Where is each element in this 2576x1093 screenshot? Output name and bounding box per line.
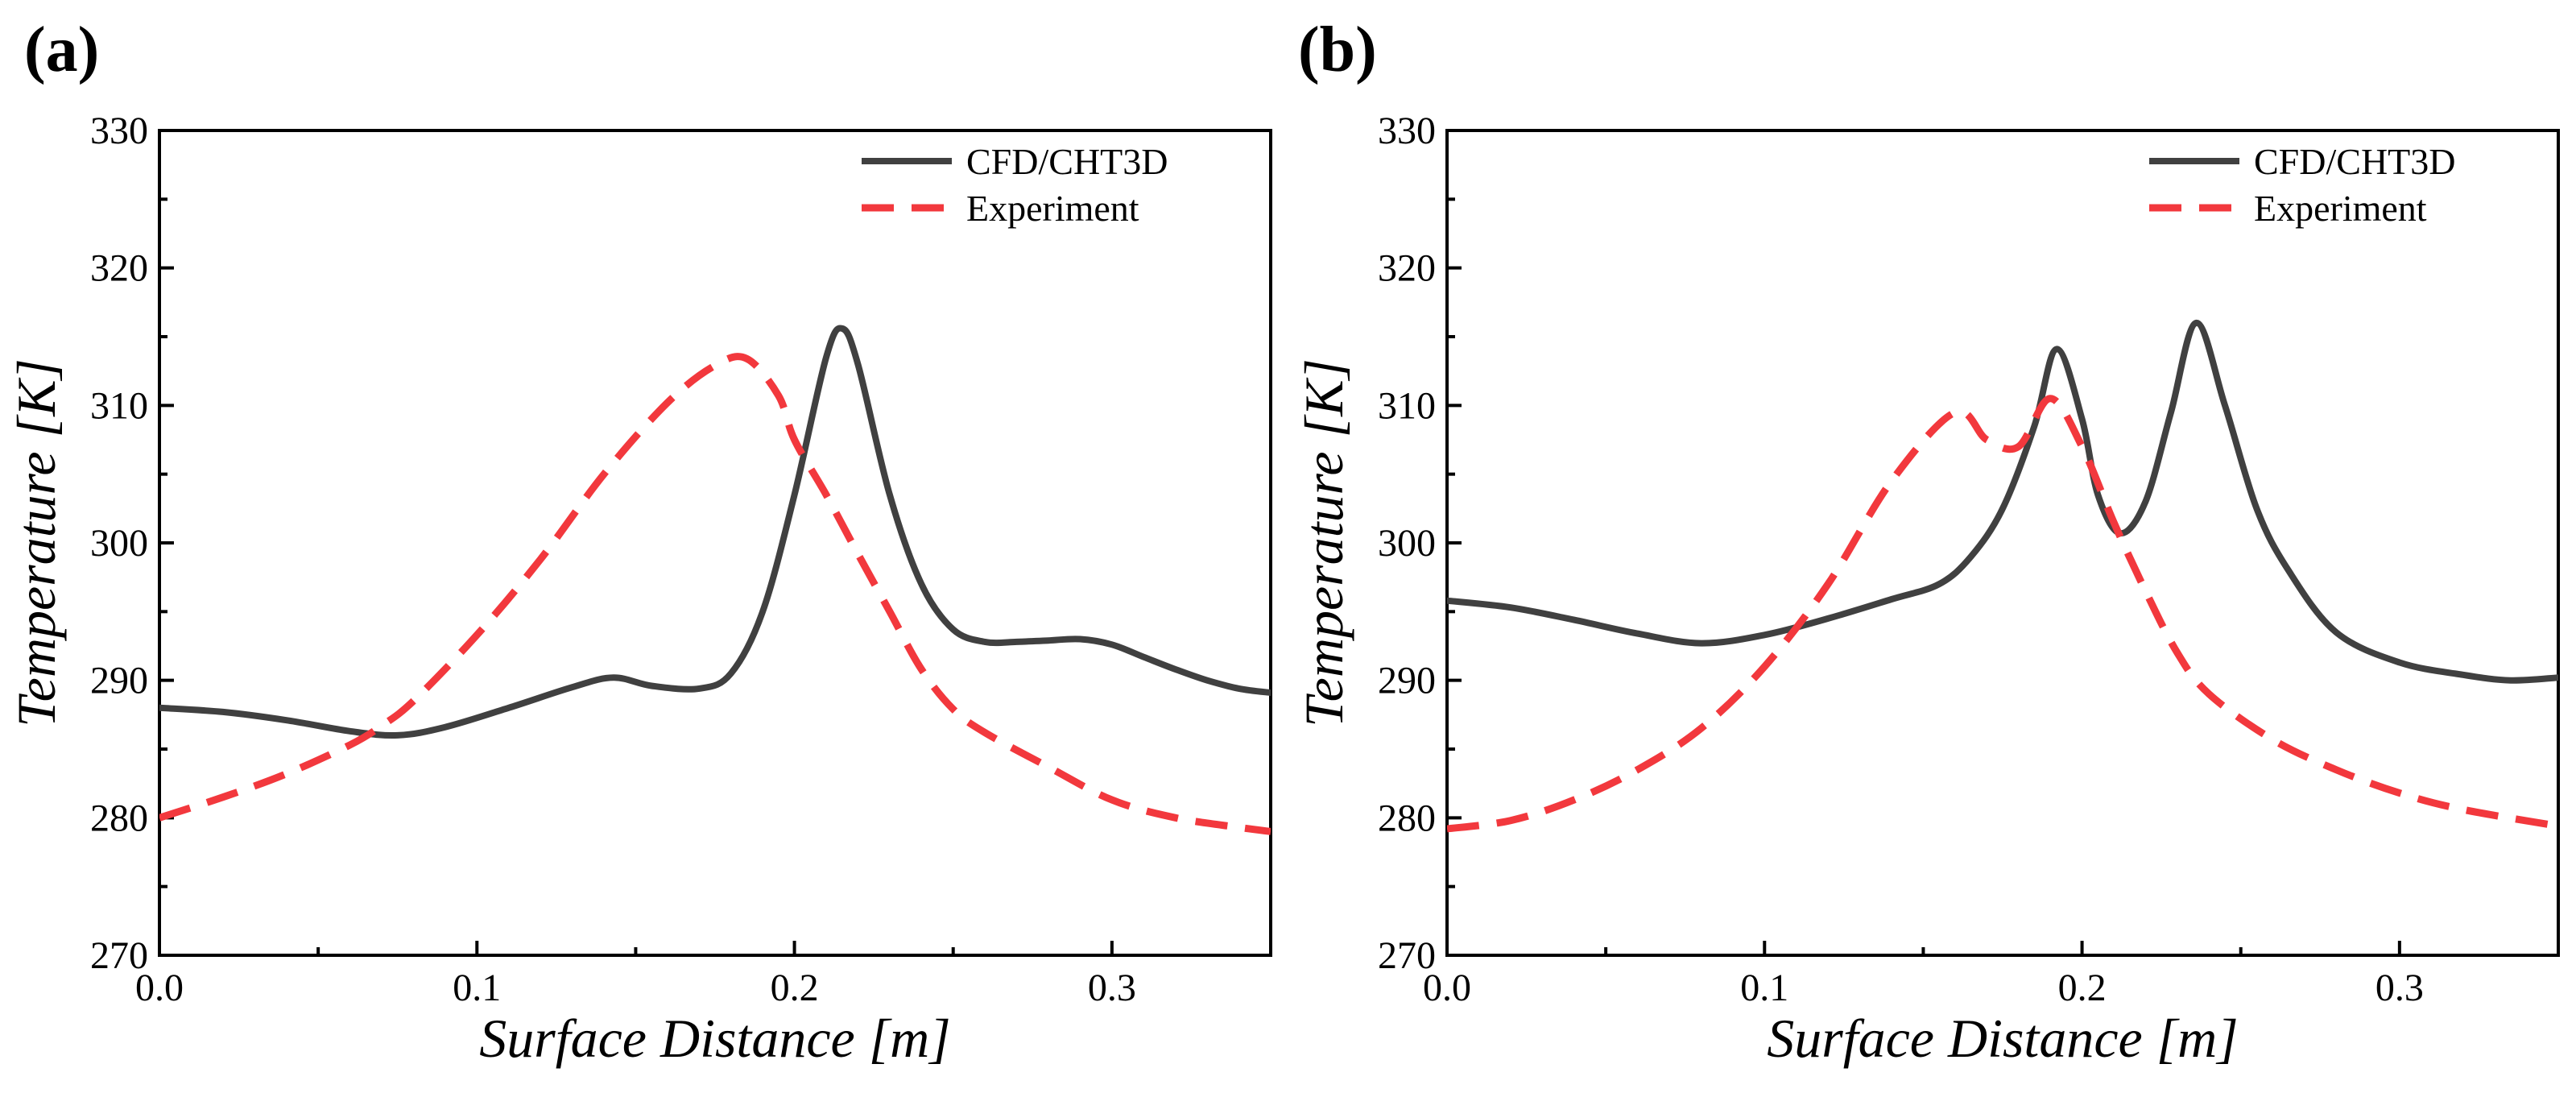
x-tick-label: 0.2 (2058, 967, 2107, 1009)
x-tick-label: 0.1 (1740, 967, 1788, 1009)
legend-label: CFD/CHT3D (2254, 141, 2455, 182)
y-tick-label: 290 (1378, 660, 1436, 702)
y-axis-title: Temperature [K] (1293, 358, 1354, 727)
legend-label: Experiment (966, 188, 1139, 229)
y-tick-label: 330 (90, 110, 148, 152)
x-tick-label: 0.1 (453, 967, 501, 1009)
x-tick-label: 0.2 (771, 967, 819, 1009)
series-line-experiment (159, 353, 1271, 835)
series-line-cfd-cht3d (159, 325, 1271, 739)
legend-label: Experiment (2254, 188, 2427, 229)
x-tick-label: 0.3 (1088, 967, 1136, 1009)
y-tick-label: 320 (90, 247, 148, 290)
legend-label: CFD/CHT3D (966, 141, 1168, 182)
series-line-cfd-cht3d (1447, 319, 2558, 684)
panel-label: (a) (24, 14, 99, 85)
y-tick-label: 290 (90, 660, 148, 702)
x-axis-title: Surface Distance [m] (1767, 1008, 2238, 1069)
y-tick-label: 300 (1378, 522, 1436, 565)
plot-frame (1445, 129, 2560, 957)
x-tick-label: 0.0 (135, 967, 184, 1009)
y-tick-label: 330 (1378, 110, 1436, 152)
panel-label: (b) (1298, 14, 1377, 85)
y-tick-label: 320 (1378, 247, 1436, 290)
y-tick-label: 280 (90, 797, 148, 839)
plot-frame (158, 129, 1272, 957)
y-tick-label: 280 (1378, 797, 1436, 839)
panel-a: (a) 270 280 290 300 310 320 330 0.0 0.1 0.2 0.3 Surf… (6, 14, 1272, 1069)
y-tick-label: 270 (90, 934, 148, 977)
panel-b: (b) 270 280 290 300 310 320 330 0.0 0.1 0.2 0.3 Surf… (1293, 14, 2560, 1069)
y-tick-label: 310 (1378, 384, 1436, 427)
x-tick-label: 0.3 (2375, 967, 2424, 1009)
y-axis-title: Temperature [K] (6, 358, 67, 727)
y-tick-label: 270 (1378, 934, 1436, 977)
y-tick-label: 310 (90, 384, 148, 427)
series-line-experiment (1447, 395, 2558, 833)
y-tick-label: 300 (90, 522, 148, 565)
x-axis-title: Surface Distance [m] (479, 1008, 950, 1069)
x-tick-label: 0.0 (1423, 967, 1471, 1009)
